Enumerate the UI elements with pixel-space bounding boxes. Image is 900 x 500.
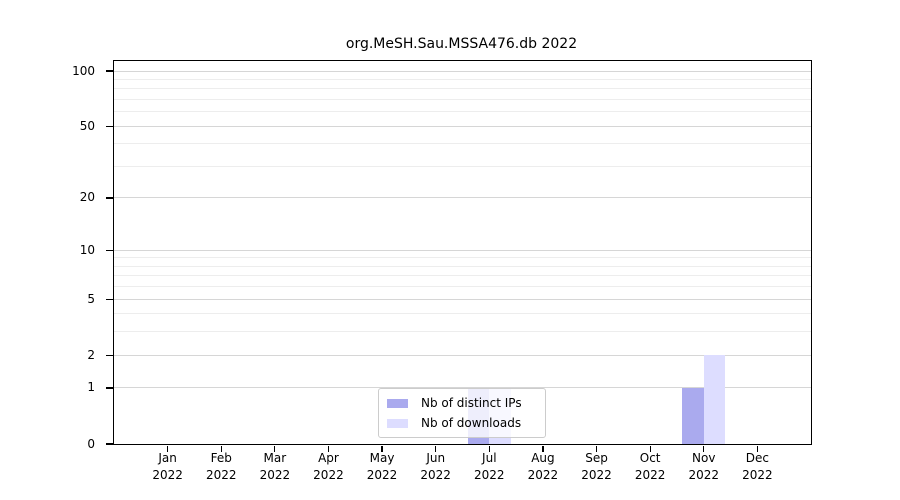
x-tick	[756, 445, 758, 452]
y-tick-label: 10	[79, 242, 95, 257]
x-tick-label: Jul 2022	[457, 450, 521, 484]
y-tick-label: 2	[87, 347, 95, 362]
plot-area: 100 50 20 10 5 2 1 0 Jan 2022 Feb 2022 Mar 2022 Apr 202…	[72, 60, 812, 482]
x-tick-label: Apr 2022	[296, 450, 360, 484]
x-tick-label: Feb 2022	[189, 450, 253, 484]
x-tick-year: 2022	[205, 468, 237, 482]
y-tick	[106, 443, 113, 445]
gridline-minor	[114, 165, 811, 167]
x-tick	[274, 445, 276, 452]
x-tick-label: Jun 2022	[404, 450, 468, 484]
gridline-major	[114, 354, 811, 356]
x-tick-label: Jan 2022	[136, 450, 200, 484]
gridline-major	[114, 249, 811, 251]
x-tick-year: 2022	[634, 468, 666, 482]
y-tick-label: 0	[87, 436, 95, 451]
x-tick-month: Jan	[158, 451, 177, 465]
y-tick	[106, 354, 113, 356]
x-tick	[595, 445, 598, 452]
gridline-minor	[114, 257, 811, 259]
gridline-minor	[114, 78, 811, 80]
x-tick-year: 2022	[581, 468, 612, 482]
x-tick	[381, 445, 383, 452]
x-tick-year: 2022	[474, 468, 505, 482]
x-tick-year: 2022	[366, 468, 398, 482]
gridline-minor	[114, 111, 811, 113]
x-tick-label: Nov 2022	[672, 450, 736, 484]
gridline-minor	[114, 143, 811, 145]
x-tick-month: May	[369, 451, 395, 465]
x-tick	[220, 445, 222, 452]
x-tick-year: 2022	[527, 468, 559, 482]
y-tick	[106, 125, 113, 127]
y-tick	[106, 387, 113, 389]
gridline-minor	[114, 275, 811, 277]
x-tick-label: Sep 2022	[565, 450, 629, 484]
x-tick	[327, 445, 330, 452]
x-tick-month: Sep	[585, 451, 608, 465]
x-tick-month: Jul	[482, 451, 497, 465]
x-tick-year: 2022	[420, 468, 451, 482]
x-tick-year: 2022	[259, 468, 291, 482]
x-tick-label: Aug 2022	[511, 450, 575, 484]
chart-title: org.MeSH.Sau.MSSA476.db 2022	[345, 36, 578, 52]
x-tick-month: Jun	[426, 451, 446, 465]
x-tick-label: Mar 2022	[243, 450, 307, 484]
y-tick-label: 1	[87, 380, 95, 395]
bar-nov-downloads	[703, 355, 726, 444]
legend-label-downloads: Nb of downloads	[421, 415, 522, 430]
gridline-minor	[114, 265, 811, 267]
gridline-major	[114, 298, 811, 300]
x-tick-label: Dec 2022	[725, 450, 789, 484]
x-tick-label: May 2022	[350, 450, 414, 484]
x-tick	[649, 445, 651, 452]
x-tick	[703, 445, 705, 452]
gridline-minor	[114, 98, 811, 100]
x-tick-month: Oct	[639, 451, 661, 465]
gridline-minor	[114, 88, 811, 90]
x-tick-month: Dec	[745, 451, 769, 465]
bar-nov-distinct-ips	[682, 387, 704, 444]
y-tick	[106, 197, 113, 199]
x-tick-year: 2022	[152, 468, 183, 482]
y-tick-label: 50	[79, 118, 95, 133]
gridline-minor	[114, 286, 811, 288]
y-tick	[106, 298, 113, 300]
legend-item-downloads: Nb of downloads	[387, 413, 537, 433]
gridline-major	[114, 125, 811, 127]
x-tick	[167, 445, 169, 452]
x-tick-month: Aug	[531, 451, 555, 465]
gridline-major	[114, 387, 811, 389]
y-tick-label: 100	[72, 63, 95, 78]
x-tick	[435, 445, 437, 452]
x-tick-month: Apr	[318, 451, 339, 465]
gridline-major	[114, 197, 811, 199]
x-tick-month: Nov	[692, 451, 716, 465]
legend-swatch-distinct-ips	[387, 398, 408, 408]
x-tick-year: 2022	[313, 468, 344, 482]
gridline-minor	[114, 331, 811, 333]
x-tick-month: Mar	[263, 451, 287, 465]
gridline-major	[114, 70, 811, 72]
gridline-minor	[114, 313, 811, 315]
y-tick	[106, 249, 113, 251]
x-tick-month: Feb	[210, 451, 232, 465]
x-tick	[542, 445, 544, 452]
legend-swatch-downloads	[387, 418, 408, 428]
x-tick-year: 2022	[688, 468, 720, 482]
x-tick-label: Oct 2022	[618, 450, 682, 484]
legend-label-distinct-ips: Nb of distinct IPs	[421, 395, 522, 410]
x-tick-year: 2022	[742, 468, 773, 482]
legend: Nb of distinct IPs Nb of downloads	[378, 388, 546, 438]
y-tick	[106, 70, 113, 72]
x-tick	[488, 445, 490, 452]
y-tick-label: 20	[79, 190, 95, 205]
y-tick-label: 5	[87, 291, 95, 306]
legend-item-distinct-ips: Nb of distinct IPs	[387, 393, 537, 413]
